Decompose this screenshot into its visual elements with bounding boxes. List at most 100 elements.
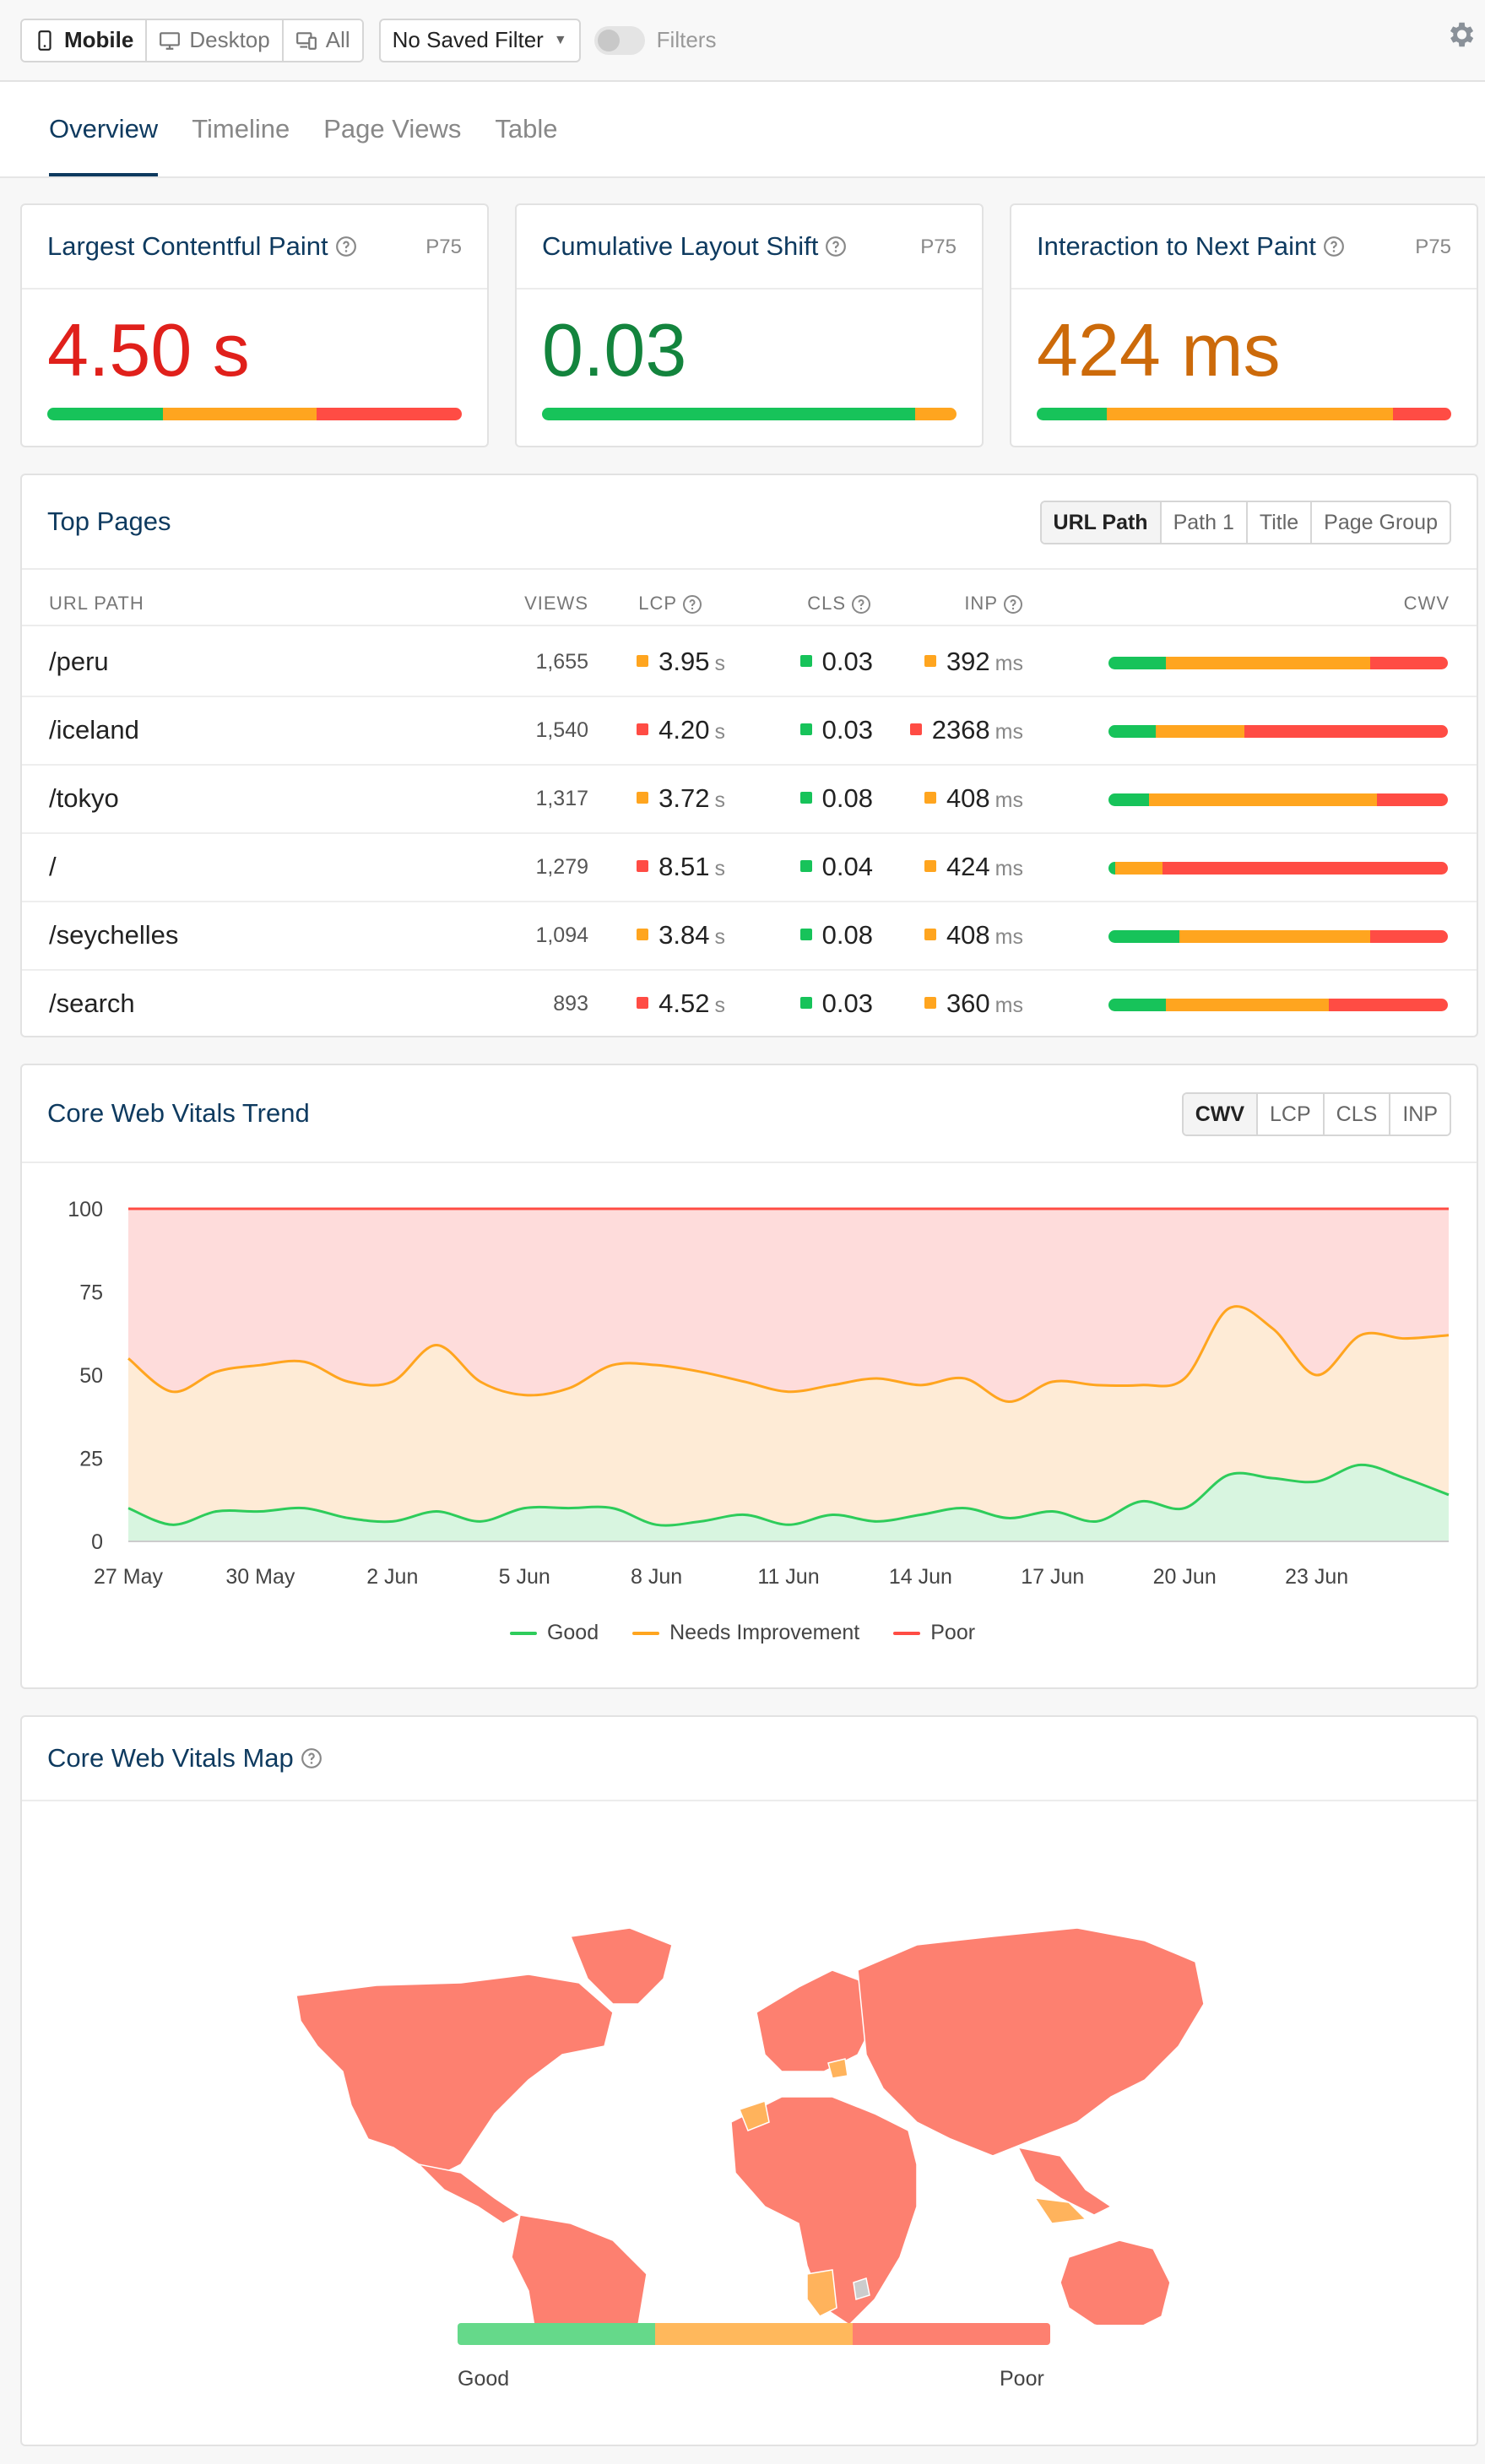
grouping-path-1[interactable]: Path 1 xyxy=(1161,502,1248,543)
trend-tab-inp[interactable]: INP xyxy=(1390,1094,1450,1135)
inp-cell: 408 ms xyxy=(924,783,1023,814)
table-row[interactable]: /tokyo 1,317 3.72 s 0.08 408 ms xyxy=(22,765,1477,834)
col-cwv: CWV xyxy=(1403,593,1450,614)
col-url-path[interactable]: URL PATH xyxy=(49,593,144,614)
table-row[interactable]: /iceland 1,540 4.20 s 0.03 2368 ms xyxy=(22,696,1477,766)
status-dot xyxy=(637,859,649,872)
lcp-value: 4.52 xyxy=(658,988,710,1018)
legend-poor[interactable]: Poor xyxy=(893,1621,975,1645)
filters-toggle[interactable] xyxy=(593,25,645,55)
cls-cell: 0.08 xyxy=(799,920,873,950)
url-path-cell[interactable]: /iceland xyxy=(49,715,139,745)
table-row[interactable]: /peru 1,655 3.95 s 0.03 392 ms xyxy=(22,628,1477,697)
trend-tab-cls[interactable]: CLS xyxy=(1324,1094,1391,1135)
views-cell: 1,094 xyxy=(535,923,588,947)
poor-segment xyxy=(1376,793,1448,806)
grouping-page-group[interactable]: Page Group xyxy=(1312,502,1450,543)
world-map[interactable] xyxy=(22,1801,1480,2325)
tab-page-views[interactable]: Page Views xyxy=(323,114,462,144)
trend-tab-lcp[interactable]: LCP xyxy=(1258,1094,1325,1135)
help-icon[interactable] xyxy=(851,594,871,615)
needs-improvement-segment xyxy=(1166,657,1370,669)
inp-unit: ms xyxy=(995,857,1023,880)
tab-overview[interactable]: Overview xyxy=(49,114,159,176)
cwv-distribution-bar xyxy=(1108,657,1448,669)
help-icon[interactable] xyxy=(1003,594,1023,615)
table-row[interactable]: / 1,279 8.51 s 0.04 424 ms xyxy=(22,833,1477,902)
inp-unit: ms xyxy=(995,994,1023,1017)
good-segment xyxy=(1108,657,1167,669)
col-cls-label: CLS xyxy=(807,593,846,614)
poor-segment xyxy=(1369,657,1448,669)
views-cell: 1,540 xyxy=(535,718,588,742)
col-cls[interactable]: CLS xyxy=(807,593,871,615)
saved-filter-select[interactable]: No Saved Filter ▼ xyxy=(378,18,581,62)
grouping-url-path[interactable]: URL Path xyxy=(1041,502,1162,543)
device-all-label: All xyxy=(325,27,350,52)
all-devices-icon xyxy=(295,31,317,50)
map-region-ni-balkans xyxy=(827,2058,848,2079)
help-icon[interactable] xyxy=(1323,236,1345,257)
url-path-cell[interactable]: / xyxy=(49,852,57,881)
cls-cell: 0.03 xyxy=(799,988,873,1019)
status-dot xyxy=(924,996,936,1009)
lcp-value: 3.95 xyxy=(658,647,710,676)
trend-tab-cwv[interactable]: CWV xyxy=(1183,1094,1259,1135)
legend-good[interactable]: Good xyxy=(509,1621,599,1645)
poor-segment xyxy=(1244,725,1448,738)
inp-cell: 360 ms xyxy=(924,988,1023,1019)
top-pages-card: Top Pages URL Path Path 1 Title Page Gro… xyxy=(20,474,1478,1037)
help-icon[interactable] xyxy=(301,1747,322,1769)
y-tick-label: 25 xyxy=(79,1448,103,1471)
lcp-value: 3.72 xyxy=(658,783,710,813)
trend-metric-selector: CWV LCP CLS INP xyxy=(1181,1092,1451,1136)
grouping-title[interactable]: Title xyxy=(1247,502,1313,543)
metric-header: Interaction to Next Paint P75 xyxy=(1011,205,1477,290)
scale-poor xyxy=(853,2323,1050,2345)
table-row[interactable]: /seychelles 1,094 3.84 s 0.08 408 ms xyxy=(22,902,1477,971)
url-path-cell[interactable]: /search xyxy=(49,988,135,1018)
lcp-unit: s xyxy=(714,994,726,1017)
tab-timeline[interactable]: Timeline xyxy=(192,114,290,144)
device-desktop-button[interactable]: Desktop xyxy=(147,19,284,61)
status-dot xyxy=(637,654,649,667)
x-tick-label: 27 May xyxy=(94,1565,163,1589)
table-row[interactable]: /search 893 4.52 s 0.03 360 ms xyxy=(22,970,1477,1039)
help-icon[interactable] xyxy=(682,594,702,615)
good-segment xyxy=(47,408,164,420)
caret-down-icon: ▼ xyxy=(553,32,567,47)
cls-value: 0.03 xyxy=(821,647,873,676)
help-icon[interactable] xyxy=(335,236,357,257)
inp-value: 392 xyxy=(946,647,990,676)
needs-improvement-segment xyxy=(914,408,957,420)
top-toolbar: Mobile Desktop All No Saved Filter ▼ Fil… xyxy=(0,0,1485,82)
lcp-value: 4.20 xyxy=(658,715,710,745)
toggle-knob xyxy=(597,29,620,51)
col-inp[interactable]: INP xyxy=(964,593,1023,615)
views-cell: 1,317 xyxy=(535,787,588,810)
needs-improvement-segment xyxy=(1156,725,1244,738)
url-path-cell[interactable]: /tokyo xyxy=(49,783,119,813)
scale-good xyxy=(458,2323,655,2345)
y-tick-label: 0 xyxy=(91,1530,103,1554)
needs-improvement-segment xyxy=(1115,862,1163,875)
device-all-button[interactable]: All xyxy=(283,19,362,61)
url-path-cell[interactable]: /seychelles xyxy=(49,920,179,950)
lcp-unit: s xyxy=(714,788,726,812)
tab-table[interactable]: Table xyxy=(495,114,558,144)
legend-needs-improvement[interactable]: Needs Improvement xyxy=(632,1621,859,1645)
lcp-unit: s xyxy=(714,925,726,949)
desktop-icon xyxy=(160,31,181,50)
url-path-cell[interactable]: /peru xyxy=(49,647,109,676)
map-southeast-asia xyxy=(1016,2146,1113,2216)
col-views[interactable]: VIEWS xyxy=(524,593,588,614)
views-cell: 1,279 xyxy=(535,855,588,879)
inp-cell: 424 ms xyxy=(924,852,1023,882)
map-region-ni-morocco xyxy=(739,2100,770,2131)
col-lcp[interactable]: LCP xyxy=(638,593,702,615)
map-north-america xyxy=(295,1974,614,2178)
device-mobile-button[interactable]: Mobile xyxy=(22,19,148,61)
status-dot xyxy=(799,654,812,667)
help-icon[interactable] xyxy=(825,236,847,257)
gear-icon[interactable] xyxy=(1444,19,1477,51)
